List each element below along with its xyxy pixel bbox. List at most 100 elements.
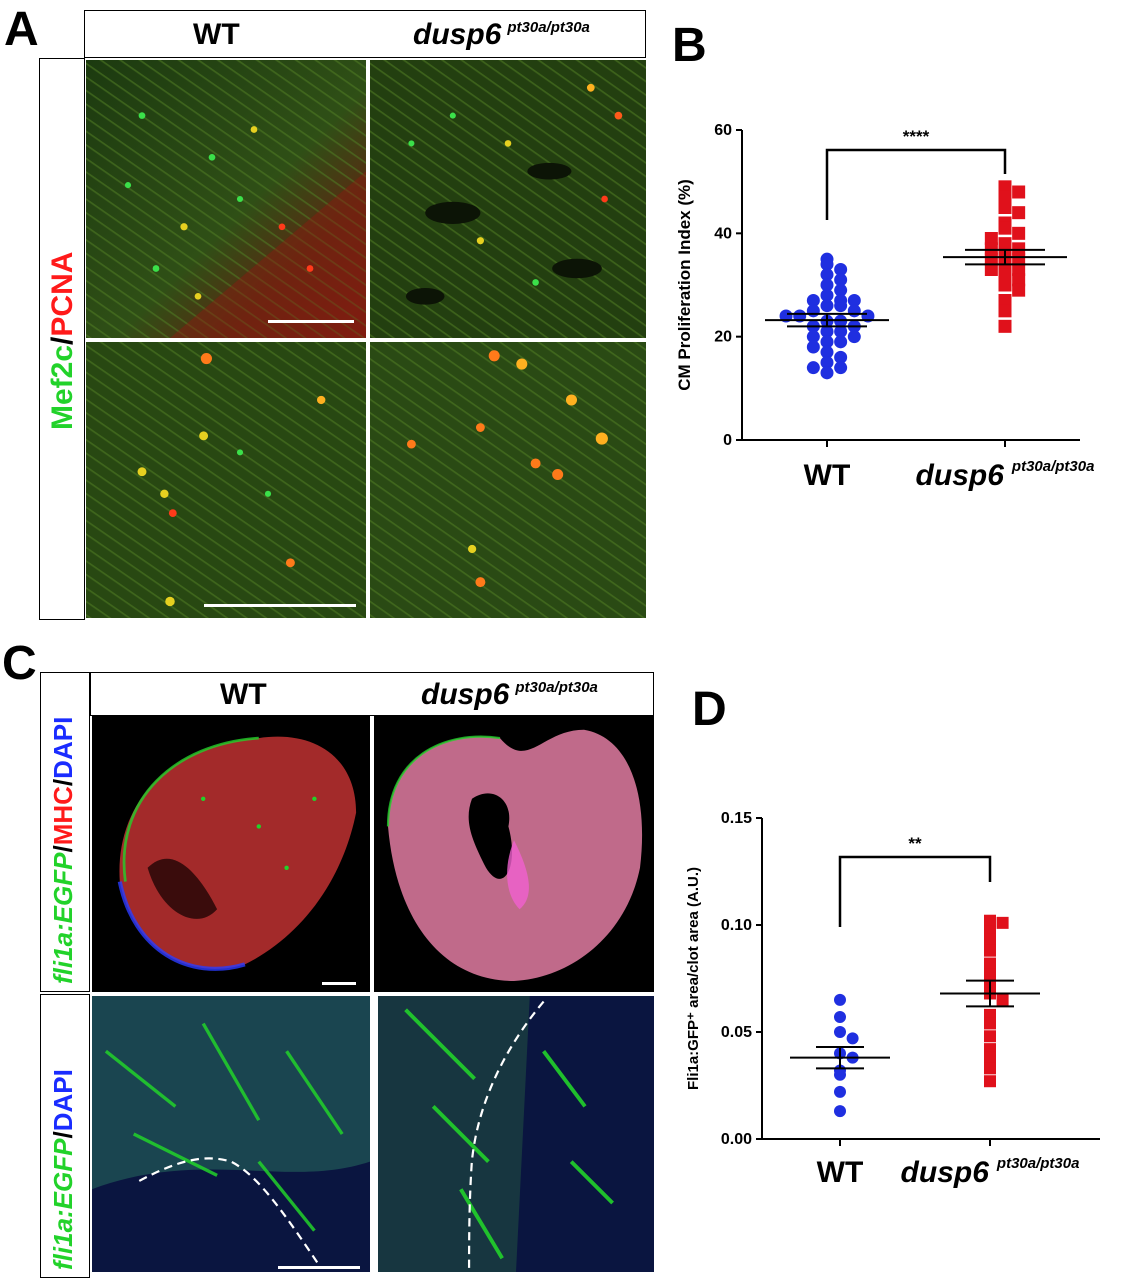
micrograph-c-mutant-top [374,716,654,992]
data-point-wt [834,335,848,349]
category-superscript: pt30a/pt30a [996,1155,1080,1172]
micrograph-c-wt-bottom [92,996,370,1272]
data-point-mutant [1012,206,1026,220]
data-point-mutant [998,180,1012,194]
data-point-mutant [998,268,1012,282]
data-point-wt [820,268,834,282]
y-axis-label: Fli1a:GFP⁺ area/clot area (A.U.) [685,867,702,1090]
category-superscript: pt30a/pt30a [1011,458,1095,475]
data-point-wt [806,361,820,375]
x-category-label: dusp6 pt30a/pt30a [901,1155,1080,1189]
micrograph-c-mutant-bottom [378,996,654,1272]
y-axis-label: CM Proliferation Index (%) [675,179,694,391]
micrograph-a-wt-bottom [86,342,366,618]
scale-bar [322,982,356,985]
micrograph-a-wt-top [86,60,366,338]
category-name: dusp6 [916,459,1005,492]
data-point-mutant [1012,263,1026,276]
data-point-mutant [998,201,1012,214]
micrograph-a-mutant-bottom [370,342,646,618]
data-point-mutant [996,993,1009,1006]
y-tick-label: 40 [714,225,732,242]
data-point-mutant [984,242,998,256]
data-point-wt [820,366,834,380]
data-point-wt [834,1011,846,1024]
data-point-mutant [984,1075,996,1088]
data-point-wt [834,299,848,313]
y-tick-label: 0.15 [721,810,752,827]
panel-letter-a: A [4,3,39,56]
data-point-mutant [1012,273,1026,287]
data-point-wt [820,288,834,302]
data-point-wt [834,273,848,287]
data-point-mutant [998,278,1012,292]
data-point-wt [820,335,834,349]
stain-label-box-c-top [40,672,90,992]
data-point-wt [834,1085,846,1098]
chart-d: 0.00 0.05 0.10 0.15 Fli1a:GFP⁺ area/clot are… [685,810,1100,1189]
significance-label: ** [908,834,922,853]
data-point-mutant [1012,185,1026,199]
data-point-wt [846,1032,859,1045]
data-point-mutant [998,294,1012,307]
data-point-wt [806,294,820,307]
data-point-mutant [984,957,996,970]
data-point-mutant [1012,242,1026,256]
data-point-mutant [1012,283,1026,297]
data-point-wt [834,325,848,338]
data-point-wt [834,1068,846,1081]
data-point-mutant [984,914,996,927]
y-tick-label: 20 [714,329,732,346]
x-category-label: WT [804,459,851,492]
category-name: WT [804,459,851,492]
panel-letter-b: B [672,19,707,72]
significance-bracket [825,148,1007,220]
data-point-mutant [984,1030,996,1043]
data-point-wt [834,993,846,1006]
panel-letter-c: C [2,637,37,690]
data-point-wt [834,1105,846,1118]
data-point-wt [834,1026,846,1038]
data-point-mutant [1012,226,1026,240]
significance-bracket [838,855,992,927]
data-point-mutant [998,237,1012,251]
data-point-mutant [984,933,996,946]
data-point-mutant [998,190,1012,204]
y-tick-label: 0.10 [721,917,752,934]
data-point-wt [834,283,848,297]
genotype-mutant-label-a: dusp6 pt30a/pt30a [413,18,590,51]
data-point-wt [820,325,834,338]
data-point-mutant [998,221,1012,235]
data-point-mutant [984,252,998,266]
data-point-wt [847,330,861,344]
data-point-mutant [984,232,998,245]
data-point-wt [847,304,861,318]
y-tick-label: 0.00 [721,1131,752,1148]
data-point-wt [847,294,861,307]
y-tick-label: 60 [714,122,732,139]
genotype-header-c [90,672,654,716]
data-point-wt [834,361,848,375]
y-tick-label: 0 [723,432,732,449]
scale-bar [204,604,356,607]
scale-bar [278,1266,360,1269]
data-point-mutant [984,1017,996,1030]
data-point-wt [834,350,848,364]
micrograph-a-mutant-top [370,60,646,338]
stain-label-c-top: fli1a:EGFP/MHC/DAPI [48,716,78,984]
genotype-header-a [84,10,646,58]
data-point-mutant [984,1051,996,1064]
category-name: WT [817,1156,864,1189]
data-point-wt [820,299,834,313]
data-point-wt [820,345,834,359]
micrograph-c-wt-top [92,716,370,992]
stain-label-a: Mef2c/PCNA [46,251,79,430]
chart-b: 0 20 40 60 CM Proliferation Index (%) WT dusp6… [675,122,1095,492]
data-point-mutant [984,944,996,957]
genotype-wt-label-a: WT [193,18,240,51]
stain-label-box-a [39,58,85,620]
data-point-wt [806,304,820,318]
data-point-wt [834,314,848,328]
data-point-mutant [998,319,1012,333]
data-point-wt [820,356,834,369]
